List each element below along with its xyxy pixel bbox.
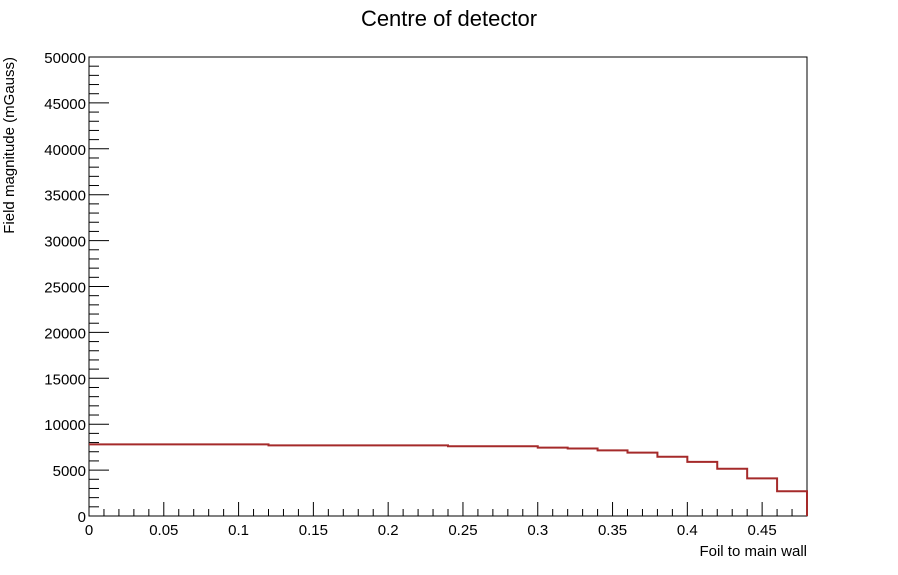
y-tick-label: 0 [78,509,86,526]
x-axis-label: Foil to main wall [699,543,807,560]
x-tick-label: 0.15 [299,522,328,539]
y-axis-tick-labels: 0 5000 10000 15000 20000 25000 30000 35000 40000… [44,50,86,526]
y-tick-label: 5000 [53,463,86,480]
x-tick-label: 0.1 [228,522,249,539]
y-tick-label: 50000 [44,50,86,67]
x-tick-label: 0.45 [748,522,777,539]
x-axis-ticks [88,502,808,516]
y-tick-label: 25000 [44,280,86,297]
x-tick-label: 0.25 [448,522,477,539]
series-line [89,443,808,516]
x-tick-label: 0.2 [378,522,399,539]
y-tick-label: 40000 [44,142,86,159]
y-tick-label: 35000 [44,188,86,205]
x-tick-label: 0.35 [598,522,627,539]
y-tick-label: 45000 [44,96,86,113]
y-axis-ticks [89,56,109,517]
chart-title: Centre of detector [361,6,537,31]
x-tick-label: 0.4 [677,522,698,539]
x-axis-tick-labels: 0 0.05 0.1 0.15 0.2 0.25 0.3 0.35 0.4 0.45 [85,522,777,539]
y-axis-label: Field magnitude (mGauss) [1,57,18,234]
x-tick-label: 0.05 [149,522,178,539]
y-tick-label: 10000 [44,417,86,434]
y-tick-label: 20000 [44,325,86,342]
x-tick-label: 0 [85,522,93,539]
y-tick-label: 15000 [44,371,86,388]
x-tick-label: 0.3 [527,522,548,539]
y-tick-label: 30000 [44,234,86,251]
